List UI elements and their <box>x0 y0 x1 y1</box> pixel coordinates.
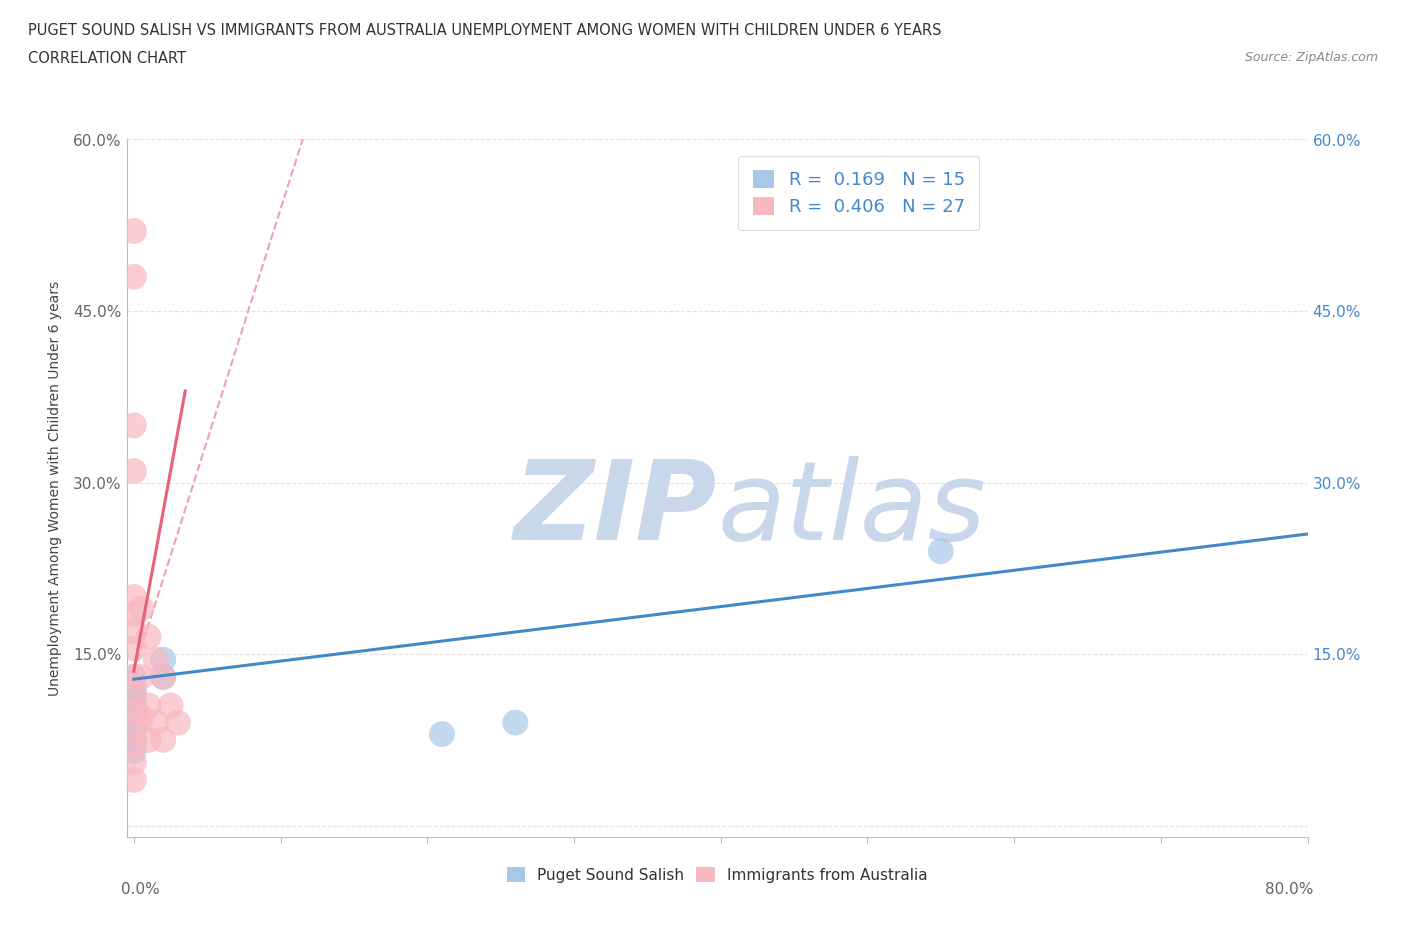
Point <box>505 715 527 730</box>
Point <box>122 590 145 604</box>
Point <box>145 715 167 730</box>
Point <box>122 721 145 736</box>
Text: Source: ZipAtlas.com: Source: ZipAtlas.com <box>1244 51 1378 64</box>
Point <box>122 418 145 432</box>
Point <box>129 601 152 616</box>
Point <box>430 726 453 741</box>
Point <box>122 270 145 285</box>
Point <box>122 721 145 736</box>
Point <box>167 715 190 730</box>
Point <box>152 652 174 667</box>
Point <box>122 755 145 770</box>
Point <box>122 738 145 753</box>
Legend: Puget Sound Salish, Immigrants from Australia: Puget Sound Salish, Immigrants from Aust… <box>501 860 934 889</box>
Point <box>159 698 181 713</box>
Point <box>152 670 174 684</box>
Point <box>122 641 145 656</box>
Point <box>122 732 145 747</box>
Point <box>122 670 145 684</box>
Point <box>138 698 160 713</box>
Y-axis label: Unemployment Among Women with Children Under 6 years: Unemployment Among Women with Children U… <box>48 281 62 696</box>
Point <box>122 670 145 684</box>
Point <box>122 744 145 759</box>
Point <box>929 544 952 559</box>
Point <box>122 606 145 621</box>
Point <box>122 704 145 719</box>
Point <box>122 698 145 713</box>
Text: 0.0%: 0.0% <box>121 883 159 897</box>
Point <box>122 710 145 724</box>
Point <box>145 652 167 667</box>
Point <box>138 630 160 644</box>
Point <box>122 692 145 707</box>
Point <box>122 773 145 788</box>
Point <box>129 670 152 684</box>
Point <box>122 681 145 696</box>
Text: 80.0%: 80.0% <box>1265 883 1313 897</box>
Point <box>152 670 174 684</box>
Text: CORRELATION CHART: CORRELATION CHART <box>28 51 186 66</box>
Text: atlas: atlas <box>717 456 986 563</box>
Point <box>122 624 145 639</box>
Point <box>122 704 145 719</box>
Point <box>122 223 145 238</box>
Point <box>129 710 152 724</box>
Point <box>152 732 174 747</box>
Point <box>122 686 145 701</box>
Point <box>122 686 145 701</box>
Point <box>122 464 145 479</box>
Text: PUGET SOUND SALISH VS IMMIGRANTS FROM AUSTRALIA UNEMPLOYMENT AMONG WOMEN WITH CH: PUGET SOUND SALISH VS IMMIGRANTS FROM AU… <box>28 23 942 38</box>
Text: ZIP: ZIP <box>513 456 717 563</box>
Point <box>138 732 160 747</box>
